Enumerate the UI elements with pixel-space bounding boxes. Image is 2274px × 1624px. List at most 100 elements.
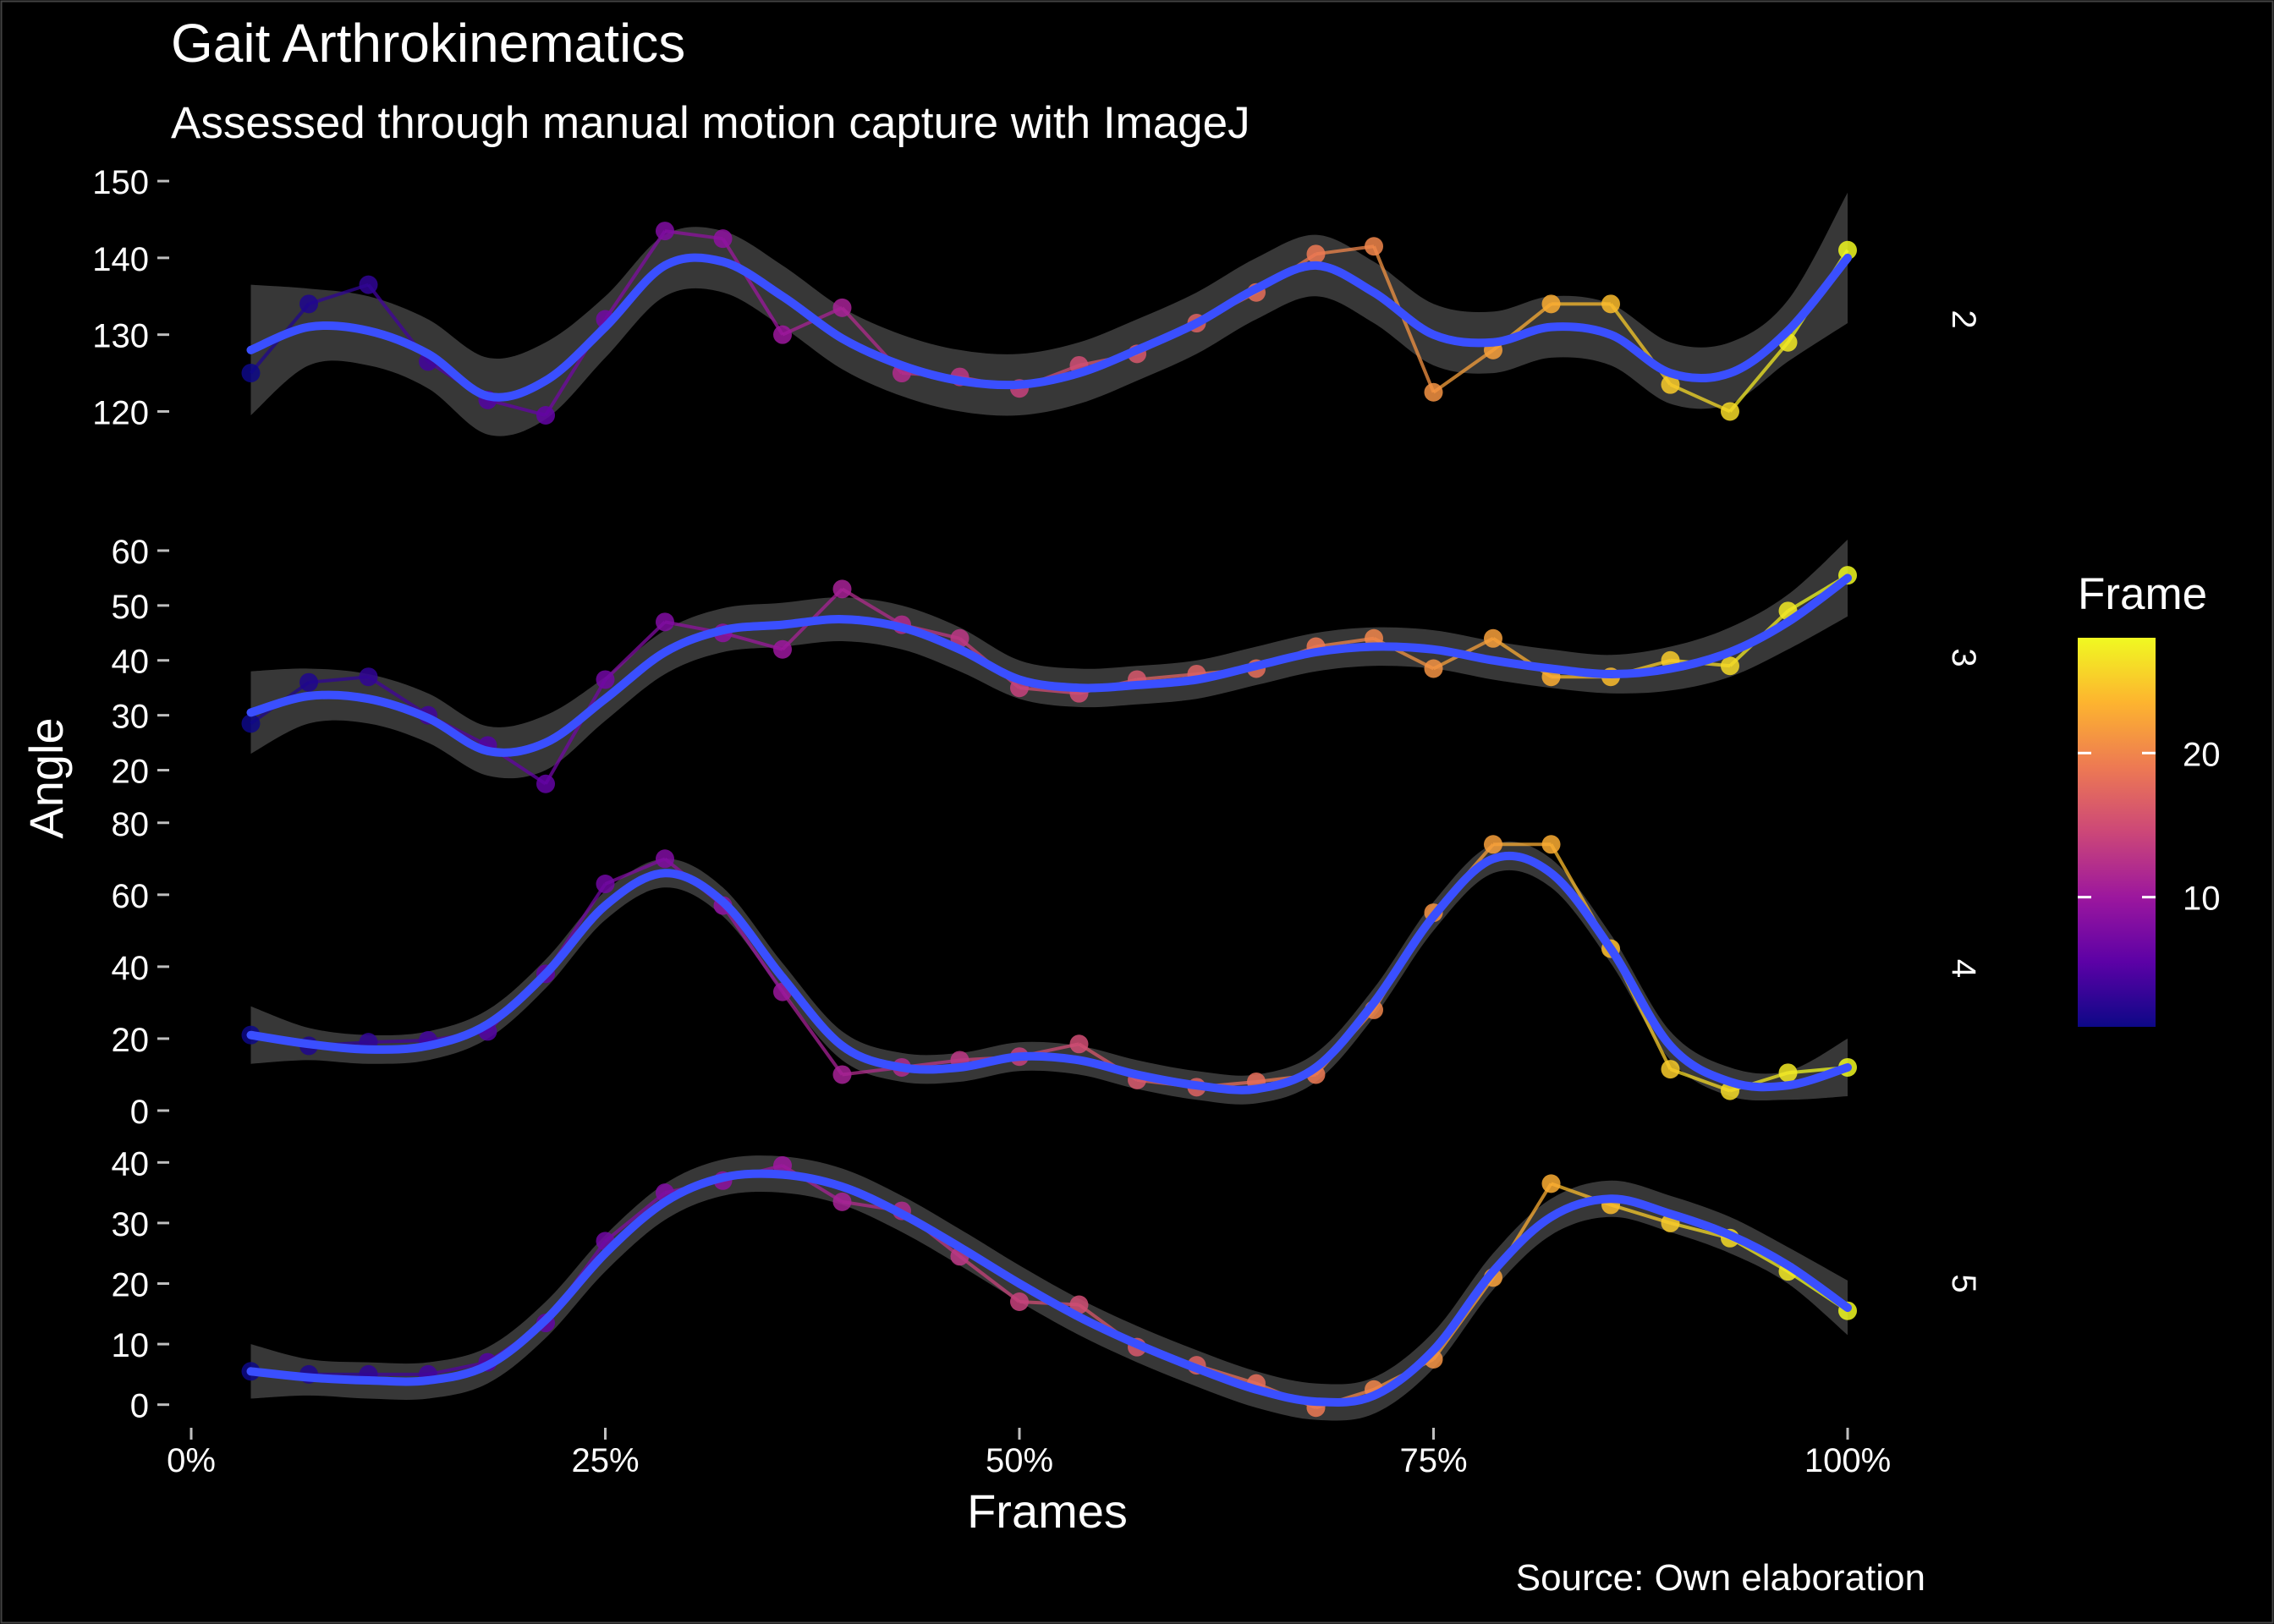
y-tick-label: 50 [112, 589, 150, 626]
smooth-line [246, 1169, 1852, 1407]
facet-strip-label: 3 [1945, 648, 1982, 667]
y-tick-label: 20 [112, 754, 150, 791]
series-segment [721, 904, 784, 993]
x-tick-label: 25% [571, 1442, 639, 1479]
data-point [241, 364, 261, 383]
chart-caption: Source: Own elaboration [1516, 1557, 1925, 1599]
smooth-line [246, 253, 1852, 402]
data-point [832, 579, 852, 599]
series-segment [1136, 672, 1197, 682]
series-segment [604, 857, 666, 886]
data-point [1365, 237, 1384, 256]
smooth-line [246, 851, 1852, 1095]
y-tick-label: 60 [112, 534, 150, 571]
legend-colorbar [2078, 638, 2156, 1027]
series-segment [368, 1039, 429, 1045]
data-point [241, 714, 261, 733]
legend-tick-label: 20 [2183, 736, 2221, 773]
data-point [1661, 375, 1680, 394]
data-point [1601, 294, 1621, 314]
series-segment [1019, 686, 1079, 695]
facet-panel-3: 20 30 40 50 60 3 [112, 534, 1982, 793]
color-legend: Frame 10 20 [2078, 569, 2221, 1027]
series-segment [604, 620, 667, 681]
x-tick-label: 75% [1399, 1442, 1467, 1479]
y-tick-label: 0 [130, 1094, 149, 1131]
series-segment [1670, 1221, 1731, 1240]
series-segment [427, 1360, 488, 1376]
data-point [832, 1065, 852, 1084]
legend-title: Frame [2078, 569, 2207, 619]
series-segment [1669, 1067, 1731, 1093]
data-point [536, 774, 556, 793]
x-axis-title: Frames [967, 1484, 1128, 1538]
y-tick-label: 20 [112, 1022, 150, 1059]
x-tick-label: 100% [1804, 1442, 1891, 1479]
facet-strip-label: 4 [1945, 959, 1982, 978]
y-tick-label: 130 [92, 318, 149, 355]
y-tick-label: 150 [92, 164, 149, 201]
facet-panels: 1201301401502203040506030204060804010203… [92, 164, 1982, 1425]
series-segment [308, 283, 370, 306]
series-segment [308, 675, 369, 684]
y-tick-label: 120 [92, 394, 149, 431]
smooth-line [246, 573, 1852, 757]
series-segment [1610, 1203, 1672, 1225]
x-axis: 0% 25% 50% 75% 100% [167, 1428, 1891, 1479]
series-segment [781, 990, 844, 1076]
data-point [1541, 1174, 1561, 1193]
data-point [655, 222, 674, 241]
facet-panel-2: 120 130 140 150 2 [92, 164, 1982, 436]
data-point [1424, 382, 1443, 402]
confidence-band [250, 1155, 1848, 1421]
series-segment [722, 631, 783, 651]
data-point [1069, 1034, 1089, 1054]
data-point [596, 875, 615, 894]
data-point [1838, 240, 1857, 260]
y-tick-label: 40 [112, 644, 150, 681]
series-segment [1316, 244, 1375, 256]
data-point [1069, 1295, 1089, 1314]
data-point [1010, 1292, 1029, 1311]
series-segment [486, 398, 547, 417]
data-point [359, 667, 378, 687]
y-tick-label: 40 [112, 950, 150, 987]
facet-panel-4: 0 20 40 60 80 4 [112, 806, 1983, 1131]
y-tick-label: 30 [112, 699, 150, 736]
data-point [655, 849, 674, 869]
y-tick-label: 10 [112, 1327, 150, 1364]
y-tick-label: 60 [112, 878, 150, 915]
data-point [1483, 835, 1502, 854]
x-tick-label: 0% [167, 1442, 216, 1479]
data-point [1306, 244, 1326, 264]
series-segment [1669, 382, 1731, 414]
y-tick-label: 20 [112, 1267, 150, 1304]
data-point [1720, 402, 1739, 421]
series-segment [367, 675, 430, 717]
data-point [596, 670, 615, 689]
facet-strip-label: 2 [1945, 310, 1982, 328]
data-point [299, 672, 319, 692]
series-segment [664, 229, 723, 241]
y-tick-label: 140 [92, 241, 149, 278]
confidence-band [250, 540, 1848, 779]
data-point [359, 275, 378, 294]
facet-strip-label: 5 [1945, 1274, 1982, 1292]
chart-title: Gait Arthrokinematics [171, 13, 685, 74]
data-point [1720, 656, 1739, 676]
data-point [832, 1192, 852, 1211]
series-segment [603, 229, 667, 321]
data-point [832, 298, 852, 317]
data-point [655, 612, 674, 632]
data-point [1483, 628, 1502, 648]
data-point [713, 229, 733, 249]
data-point [1424, 659, 1443, 678]
y-tick-label: 80 [112, 806, 150, 843]
legend-ticks: 10 20 [2078, 736, 2221, 918]
data-point [1661, 1060, 1680, 1079]
x-tick-label: 50% [986, 1442, 1053, 1479]
series-segment [841, 587, 904, 627]
legend-tick-label: 10 [2183, 881, 2221, 918]
